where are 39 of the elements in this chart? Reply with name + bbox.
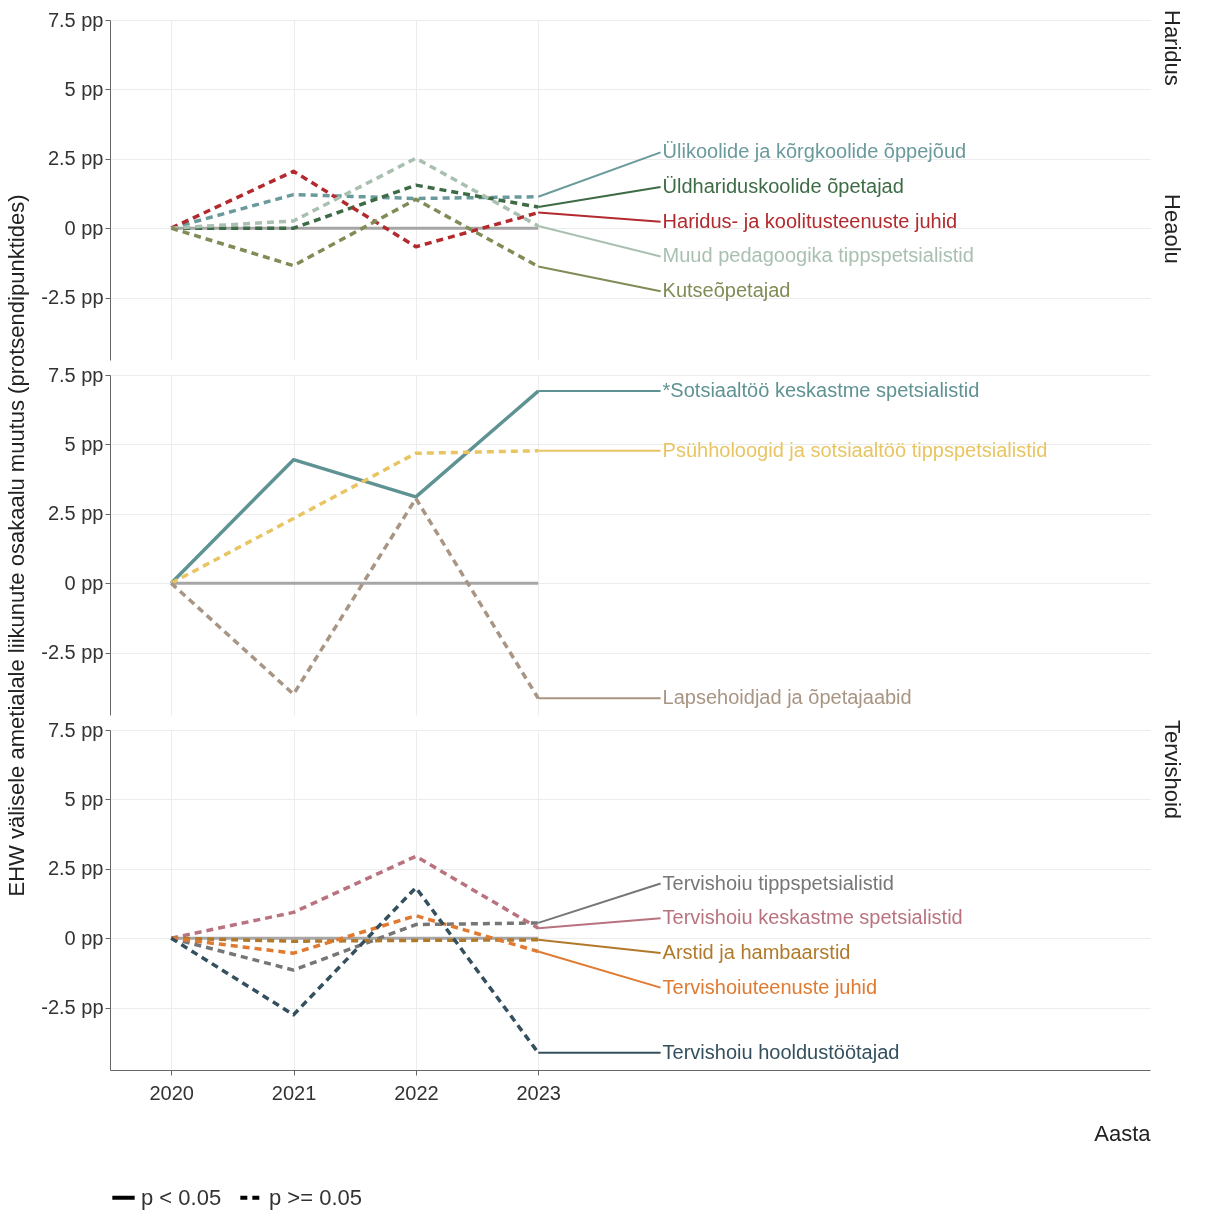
- text: p < 0.05: [141, 1184, 222, 1210]
- text: Psühholoogid ja sotsiaaltöö tippspetsialistid: [662, 438, 1048, 461]
- text: *Sotsiaaltöö keskastme spetsialistid: [662, 379, 980, 402]
- y-tick-label: -2.5 pp: [41, 641, 104, 664]
- x-tick-label: 2021: [271, 1081, 317, 1104]
- y-tick-label: -2.5 pp: [41, 996, 104, 1019]
- text: Tervishoiu tippspetsialistid: [662, 871, 894, 894]
- chart-title: Heaolu: [1160, 194, 1185, 264]
- text: Üldhariduskoolide õpetajad: [662, 175, 904, 198]
- text: p >= 0.05: [269, 1184, 362, 1210]
- x-tick-label: 2020: [149, 1081, 194, 1104]
- y-tick-label: 2.5 pp: [47, 147, 104, 170]
- y-axis-title: EHW välisele ametialale liikunute osakaalu muutus (protsendipunktides): [4, 194, 30, 897]
- text: Haridus: [1160, 10, 1185, 86]
- y-tick-label: 5 pp: [64, 432, 104, 455]
- text: Tervishoiuteenuste juhid: [662, 975, 878, 998]
- y-tick-label: 2.5 pp: [47, 857, 104, 880]
- y-tick-label: 5 pp: [64, 787, 104, 810]
- x-axis-title: Aasta: [1094, 1120, 1152, 1146]
- text: Lapsehoidjad ja õpetajaabid: [662, 686, 912, 709]
- y-tick-label: 0 pp: [64, 571, 104, 594]
- text: Tervishoid: [1160, 720, 1185, 820]
- x-tick-label: 2023: [516, 1081, 561, 1104]
- text: Tervishoiu keskastme spetsialistid: [662, 906, 963, 929]
- text: Arstid ja hambaarstid: [662, 940, 851, 963]
- text: Haridus- ja koolitusteenuste juhid: [662, 209, 958, 232]
- y-tick-label: 7.5 pp: [47, 363, 104, 386]
- text: Muud pedagoogika tippspetsialistid: [662, 244, 974, 267]
- x-tick-label: 2022: [394, 1081, 439, 1104]
- text: Ülikoolide ja kõrgkoolide õppejõud: [662, 140, 967, 163]
- y-tick-label: 2.5 pp: [47, 502, 104, 525]
- text: Kutseõpetajad: [662, 279, 791, 302]
- y-tick-label: 0 pp: [64, 926, 104, 949]
- y-tick-label: 7.5 pp: [47, 718, 104, 741]
- y-tick-label: 7.5 pp: [47, 8, 104, 31]
- y-tick-label: 0 pp: [64, 216, 104, 239]
- y-tick-label: -2.5 pp: [41, 286, 104, 309]
- y-tick-label: 5 pp: [64, 77, 104, 100]
- text: Tervishoiu hooldustöötajad: [662, 1040, 900, 1063]
